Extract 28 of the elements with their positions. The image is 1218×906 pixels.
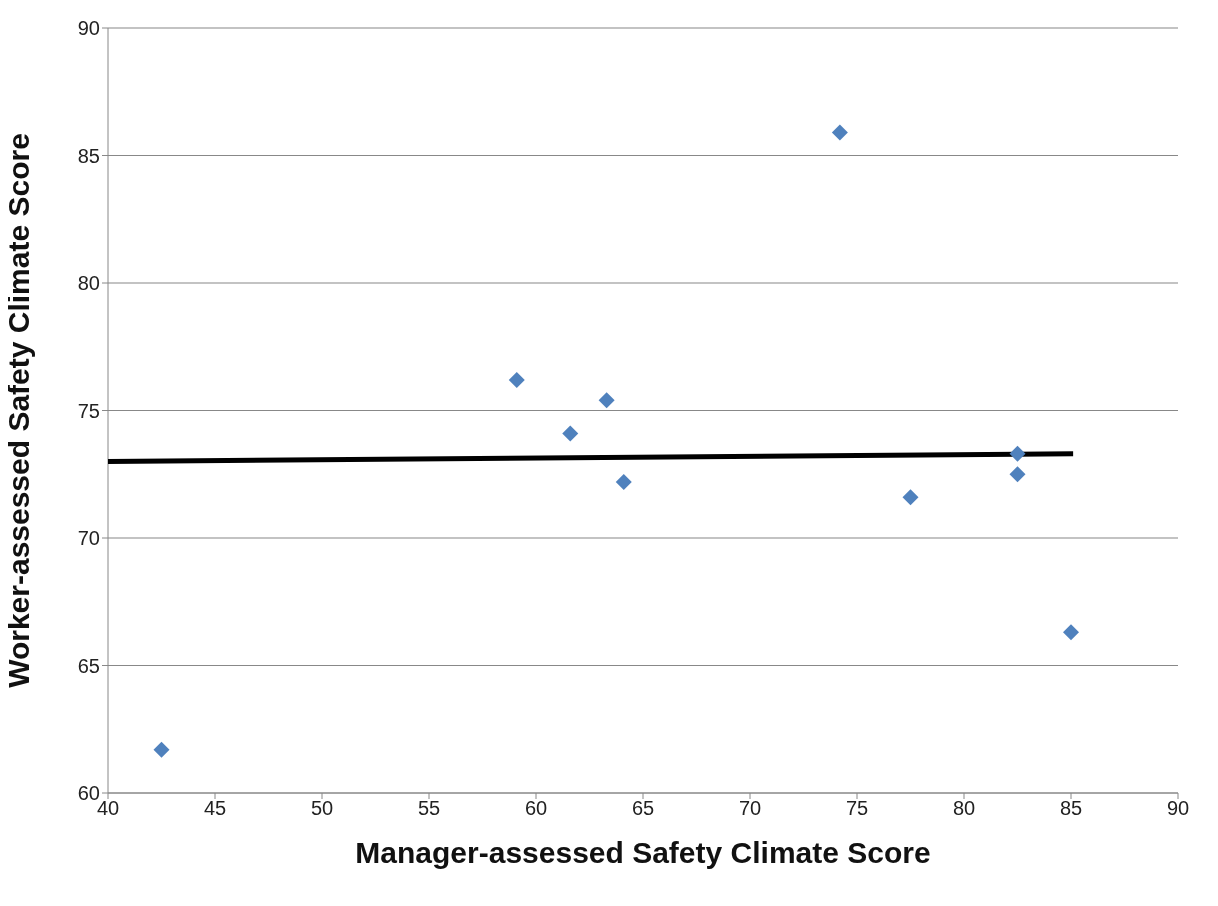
point: [562, 425, 579, 442]
point: [615, 473, 632, 490]
y-tick-label: 70: [77, 527, 100, 550]
y-tick-label: 60: [77, 782, 100, 805]
y-tick-label: 80: [77, 272, 100, 295]
x-tick-label: 75: [845, 797, 869, 820]
point: [1009, 466, 1026, 483]
x-tick-label: 65: [631, 797, 655, 820]
y-tick-label: 65: [77, 654, 100, 677]
point: [1009, 445, 1026, 462]
point: [1063, 624, 1079, 641]
x-tick-label: 70: [738, 797, 762, 820]
x-axis-title: Manager-assessed Safety Climate Score: [355, 836, 931, 869]
x-tick-label: 60: [524, 797, 548, 820]
x-tick-label: 55: [417, 797, 441, 820]
point: [598, 392, 615, 409]
point: [902, 489, 919, 506]
y-tick-label: 85: [77, 144, 100, 167]
x-tick-label: 85: [1059, 797, 1083, 820]
x-tick-label: 80: [952, 797, 976, 820]
point: [831, 124, 848, 141]
y-tick-label: 75: [77, 399, 100, 422]
point: [508, 371, 525, 388]
x-tick-label: 50: [310, 797, 334, 820]
x-tick-label: 90: [1166, 797, 1190, 820]
x-tick-label: 45: [203, 797, 227, 820]
point: [153, 741, 170, 758]
y-tick-label: 90: [77, 17, 100, 40]
